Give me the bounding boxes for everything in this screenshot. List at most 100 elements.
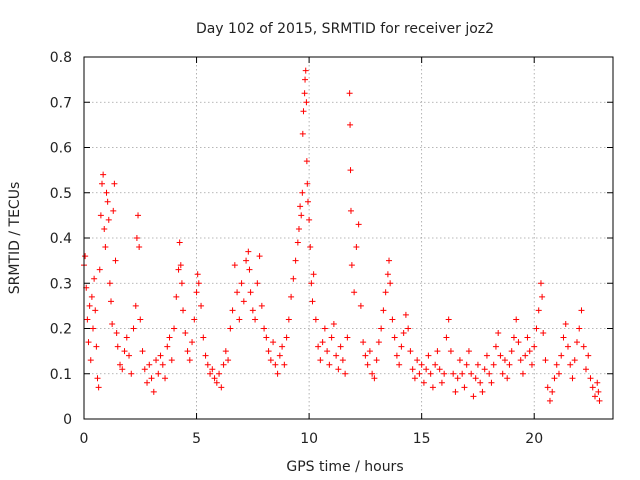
- data-point: [240, 298, 247, 305]
- data-point: [95, 384, 102, 391]
- data-point: [420, 379, 427, 386]
- data-point: [307, 244, 314, 251]
- data-point: [459, 370, 466, 377]
- data-point: [297, 203, 304, 210]
- data-point: [441, 370, 448, 377]
- data-point: [369, 370, 376, 377]
- data-point: [300, 108, 307, 115]
- y-tick-labels: 0 0.1 0.2 0.3 0.4 0.5 0.6 0.7 0.8: [50, 50, 72, 428]
- data-point: [86, 302, 93, 309]
- data-point: [348, 262, 355, 269]
- data-point: [177, 262, 184, 269]
- data-point: [472, 375, 479, 382]
- data-point: [337, 343, 344, 350]
- data-point: [126, 352, 133, 359]
- data-point: [342, 370, 349, 377]
- data-point: [360, 339, 367, 346]
- data-point: [414, 357, 421, 364]
- data-point: [175, 266, 182, 273]
- data-point: [108, 298, 115, 305]
- data-point: [211, 375, 218, 382]
- x-axis-label: GPS time / hours: [286, 459, 403, 475]
- data-point: [405, 325, 412, 332]
- data-point: [551, 375, 558, 382]
- data-point: [573, 339, 580, 346]
- data-point: [184, 348, 191, 355]
- x-tick-label: 20: [525, 431, 543, 447]
- data-point: [97, 212, 104, 219]
- data-point: [182, 330, 189, 337]
- data-point: [315, 343, 322, 350]
- data-point: [178, 280, 185, 287]
- data-point: [261, 325, 268, 332]
- data-point: [409, 366, 416, 373]
- data-point: [246, 266, 253, 273]
- data-point: [389, 316, 396, 323]
- data-point: [227, 325, 234, 332]
- data-point: [535, 307, 542, 314]
- data-point: [351, 289, 358, 296]
- data-point: [384, 271, 391, 278]
- data-point: [378, 325, 385, 332]
- data-point: [450, 370, 457, 377]
- data-point: [193, 289, 200, 296]
- data-point: [100, 171, 107, 178]
- data-point: [324, 348, 331, 355]
- y-tick-label: 0.3: [50, 276, 72, 292]
- data-point: [436, 366, 443, 373]
- data-point: [515, 339, 522, 346]
- data-point: [328, 334, 335, 341]
- data-point: [245, 248, 252, 255]
- plot-frame: [83, 56, 614, 420]
- data-point: [411, 375, 418, 382]
- data-point: [555, 370, 562, 377]
- data-point: [522, 352, 529, 359]
- data-point: [407, 348, 414, 355]
- data-point: [194, 271, 201, 278]
- data-point: [346, 90, 353, 97]
- data-point: [82, 253, 89, 260]
- data-point: [164, 343, 171, 350]
- data-point: [447, 348, 454, 355]
- data-point: [104, 198, 111, 205]
- data-point: [362, 352, 369, 359]
- data-point: [90, 325, 97, 332]
- data-point: [335, 366, 342, 373]
- data-point: [283, 334, 290, 341]
- data-point: [564, 343, 571, 350]
- data-point: [344, 334, 351, 341]
- data-point: [558, 352, 565, 359]
- y-tick-label: 0.6: [50, 141, 72, 157]
- data-point: [562, 320, 569, 327]
- data-point: [391, 334, 398, 341]
- data-point: [123, 334, 130, 341]
- data-point: [150, 388, 157, 395]
- data-point: [243, 257, 250, 264]
- data-point: [162, 375, 169, 382]
- data-point: [416, 370, 423, 377]
- data-point: [373, 357, 380, 364]
- data-point: [418, 361, 425, 368]
- y-tick-label: 0: [63, 412, 72, 428]
- data-point: [220, 361, 227, 368]
- data-point: [427, 370, 434, 377]
- data-point: [136, 244, 143, 251]
- data-point: [96, 266, 103, 273]
- data-point: [425, 352, 432, 359]
- data-point: [132, 302, 139, 309]
- data-point: [483, 352, 490, 359]
- data-point: [157, 352, 164, 359]
- data-point: [452, 388, 459, 395]
- data-point: [234, 289, 241, 296]
- data-point: [357, 302, 364, 309]
- data-point: [524, 334, 531, 341]
- data-point: [375, 339, 382, 346]
- y-tick-label: 0.5: [50, 186, 72, 202]
- data-point: [112, 257, 119, 264]
- data-point: [298, 212, 305, 219]
- data-point: [501, 357, 508, 364]
- data-point: [295, 225, 302, 232]
- data-point: [101, 225, 108, 232]
- data-point: [443, 334, 450, 341]
- data-point: [204, 361, 211, 368]
